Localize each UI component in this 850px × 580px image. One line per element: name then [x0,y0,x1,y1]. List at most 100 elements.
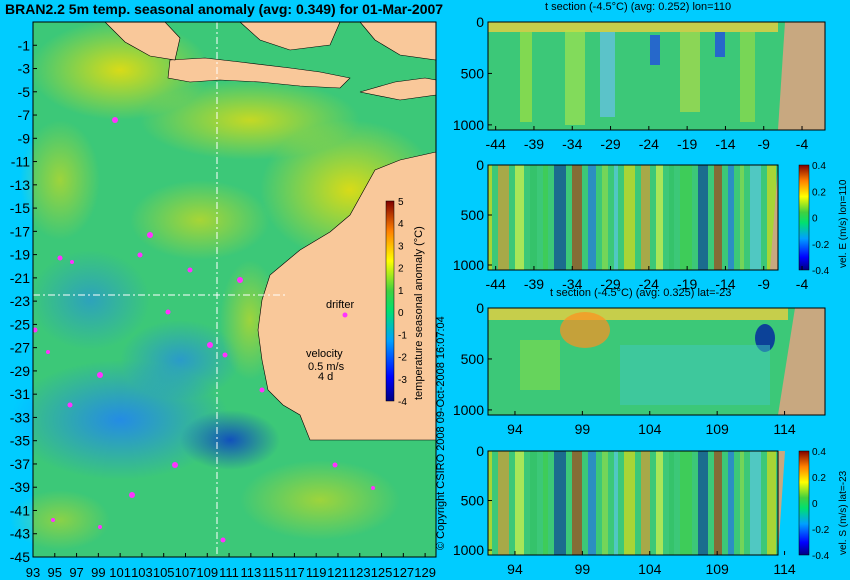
map-y-tick-label: -35 [10,433,30,449]
section-x-tick-label: 104 [638,421,662,437]
velocity-stripe [714,165,722,270]
velE-colorbar [798,164,810,271]
velocity-value: 0.5 m/s [308,361,345,373]
velocity-stripe [614,165,618,270]
map-x-tick-label: 113 [240,565,261,580]
velocity-stripe [656,451,663,555]
velocity-stripe [740,165,744,270]
section-colorbar-tick-label: 0.4 [812,447,826,458]
map-y-tick-label: -13 [10,177,30,193]
velocity-stripe [680,165,692,270]
map-x-tick-label: 103 [131,565,153,580]
map-y-tick-label: -7 [18,107,31,123]
map-x-tick-label: 99 [91,565,105,580]
section-y-tick-label: 0 [476,14,484,30]
velocity-stripe [680,451,692,555]
drifter-markers [32,117,375,543]
section-x-tick-label: -39 [524,276,544,292]
velocity-stripe [602,165,608,270]
t-section-lat-panel: t section (-4.5°C) (avg: 0.325) lat=-23 … [453,287,826,437]
velocity-stripe [515,451,524,555]
velocity-sub: 4 d [318,371,333,383]
map-panel: drifter velocity 0.5 m/s 4 d 5 4 3 2 1 0 -1 -2 -… [10,20,440,580]
map-x-tick-label: 119 [306,565,327,580]
section-x-tick-label: -14 [715,276,735,292]
section-x-tick-label: 109 [705,421,729,437]
map-colorbar-tick-label: -2 [398,353,407,364]
section-x-tick-label: -29 [600,136,620,152]
section-x-tick-label: -9 [758,136,771,152]
t-section-lon-panel: t section (-4.5°C) (avg: 0.252) lon=110 … [453,1,826,152]
velocity-stripe [698,451,708,555]
section-x-tick-label: -34 [562,136,582,152]
map-x-tick-label: 107 [175,565,197,580]
map-y-tick-label: -9 [18,130,31,146]
velE-section-lon-panel: 0.4 0.2 0 -0.2 -0.4 vel. E (m/s) lon=110 0 50… [453,157,849,292]
map-x-tick-label: 105 [153,565,175,580]
section-colorbar-tick-label: 0.4 [812,161,826,172]
velocity-stripe [767,451,776,555]
section-y-tick-label: 0 [476,157,484,173]
velocity-stripe [750,451,761,555]
section-y-tick-label: 1000 [453,117,484,133]
map-y-tick-label: -21 [10,270,30,286]
map-y-tick-label: -19 [10,247,30,263]
map-y-tick-label: -23 [10,293,30,309]
velS-colorbar-label: vel. S (m/s) lat=-23 [838,470,849,555]
velocity-stripe [656,165,663,270]
map-y-tick-label: -29 [10,363,30,379]
map-x-tick-label: 127 [392,565,414,580]
velocity-stripe [602,451,608,555]
map-x-tick-label: 111 [219,565,239,580]
velocity-stripe [588,451,596,555]
map-x-tick-label: 115 [262,565,283,580]
section-x-tick-label: -44 [486,276,506,292]
map-x-tick-label: 123 [349,565,371,580]
map-y-tick-label: -5 [18,84,31,100]
map-x-tick-label: 121 [327,565,349,580]
section-x-tick-label: -4 [796,136,809,152]
section-x-tick-label: -24 [639,276,659,292]
section-colorbar-tick-label: 0 [812,214,818,225]
section-x-tick-label: -34 [562,276,582,292]
velocity-stripe [554,451,566,555]
section-y-tick-label: 500 [461,351,485,367]
velocity-stripe [488,451,492,555]
velocity-stripe [572,451,582,555]
map-colorbar [385,200,395,402]
section-x-tick-label: -14 [715,136,735,152]
section-colorbar-tick-label: -0.4 [812,266,830,277]
map-x-tick-label: 125 [371,565,393,580]
map-colorbar-tick-label: 2 [398,264,404,275]
map-y-tick-label: -39 [10,479,30,495]
velocity-stripe [530,165,537,270]
section-y-tick-label: 500 [461,207,485,223]
t-section-lat-title: t section (-4.5°C) (avg: 0.325) lat=-23 [550,287,731,299]
map-y-ticks: -1 -3 -5 -7 -9 -11 -13 -15 -17 -19 -21 -23 -25 -27 -29… [10,37,37,565]
copyright-text: © Copyright CSIRO 2008 09-Oct-2008 16:07… [435,316,447,550]
section-x-tick-label: -29 [600,276,620,292]
map-colorbar-tick-label: -1 [398,330,407,341]
velocity-stripe [728,165,734,270]
map-colorbar-tick-label: 3 [398,241,404,252]
map-colorbar-tick-label: -4 [398,397,407,408]
section-y-tick-label: 0 [476,300,484,316]
section-x-tick-label: -24 [639,136,659,152]
map-x-tick-label: 95 [48,565,62,580]
map-x-tick-label: 109 [196,565,218,580]
map-y-tick-label: -3 [18,61,31,77]
map-x-tick-label: 101 [109,565,131,580]
section-x-tick-label: -44 [486,136,506,152]
velocity-stripe [624,451,635,555]
velocity-stripe [530,451,537,555]
map-y-tick-label: -45 [10,549,30,565]
section-x-tick-label: 109 [705,561,729,577]
section-x-tick-label: 94 [507,561,523,577]
section-x-tick-label: -9 [758,276,771,292]
map-y-tick-label: -15 [10,200,30,216]
map-x-tick-label: 97 [69,565,83,580]
map-x-tick-label: 117 [284,565,305,580]
map-y-tick-label: -25 [10,316,30,332]
map-y-tick-label: -41 [10,502,30,518]
